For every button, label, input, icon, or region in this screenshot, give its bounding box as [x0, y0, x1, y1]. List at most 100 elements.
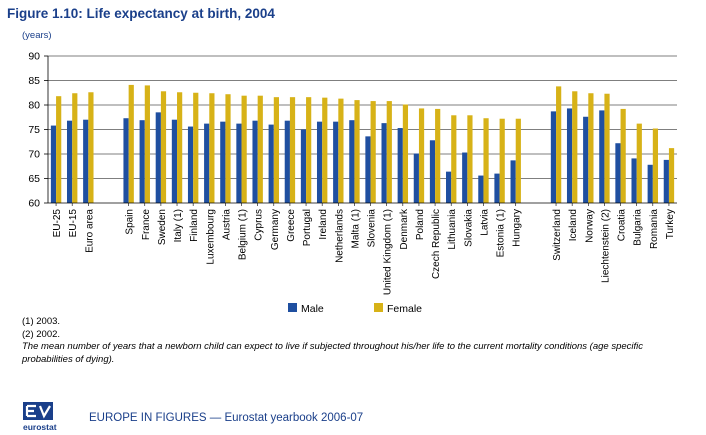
x-tick-label-9: Austria — [221, 209, 232, 241]
x-tick-label-17: Malta (1) — [350, 209, 361, 248]
footnotes: (1) 2003. (2) 2002. The mean number of y… — [22, 316, 682, 366]
bar-female-7 — [193, 92, 199, 203]
bar-male-24 — [462, 152, 468, 203]
bar-female-2 — [88, 92, 94, 203]
bar-male-6 — [171, 119, 178, 203]
bar-male-4 — [139, 120, 145, 203]
bar-female-14 — [306, 97, 312, 203]
x-tick-label-16: Netherlands — [334, 209, 345, 263]
bar-female-35 — [668, 148, 675, 203]
x-tick-label-30: Norway — [584, 209, 595, 243]
bar-female-34 — [652, 128, 659, 203]
x-tick-label-22: Czech Republic — [431, 209, 442, 279]
life-expectancy-bar-chart: 60 65 70 75 80 85 90 EU-25 EU-15 Euro area Spain F… — [28, 51, 677, 315]
footnote-2: (2) 2002. — [22, 328, 61, 340]
x-tick-label-34: Romania — [649, 209, 660, 249]
bar-male-0 — [50, 125, 57, 203]
bar-male-15 — [316, 121, 323, 203]
y-tick-label-85: 85 — [28, 75, 40, 87]
axes — [44, 55, 677, 206]
bar-male-9 — [220, 121, 226, 203]
x-tick-label-4: France — [141, 209, 152, 241]
x-tick-label-15: Ireland — [318, 209, 329, 240]
bar-male-23 — [446, 171, 452, 203]
bar-male-21 — [413, 153, 419, 203]
bar-male-5 — [155, 112, 161, 203]
y-axis-unit-label: (years) — [22, 30, 52, 41]
bar-male-28 — [550, 111, 557, 203]
bar-male-26 — [494, 173, 500, 203]
bar-female-28 — [556, 86, 562, 203]
bar-female-33 — [636, 123, 642, 203]
x-tick-label-14: Portugal — [302, 209, 313, 246]
bar-female-32 — [620, 108, 626, 203]
bar-male-2 — [83, 119, 89, 203]
y-tick-label-80: 80 — [28, 100, 40, 112]
definition-note: The mean number of years that a newborn … — [22, 341, 643, 365]
bar-female-22 — [435, 108, 441, 203]
x-tick-label-2: Euro area — [84, 209, 95, 253]
bar-female-20 — [402, 104, 409, 203]
bar-male-18 — [365, 136, 371, 203]
footnote-1: (1) 2003. — [22, 316, 61, 327]
bar-female-8 — [209, 93, 215, 203]
x-tick-label-1: EU-15 — [68, 209, 79, 238]
x-tick-label-27: Hungary — [512, 209, 523, 247]
bar-male-10 — [236, 123, 242, 203]
y-tick-label-90: 90 — [28, 51, 40, 63]
x-tick-label-13: Greece — [286, 209, 297, 242]
bar-female-12 — [273, 97, 279, 203]
gridlines — [48, 55, 677, 179]
bar-female-19 — [386, 101, 392, 203]
bar-female-4 — [144, 85, 150, 203]
bar-female-6 — [177, 92, 183, 203]
bar-male-32 — [615, 143, 621, 203]
bar-male-11 — [252, 120, 258, 203]
x-tick-label-26: Estonia (1) — [496, 209, 507, 257]
x-tick-label-7: Finland — [189, 209, 200, 242]
bar-female-1 — [72, 93, 78, 203]
bar-female-10 — [241, 95, 247, 203]
eurostat-logo: eurostat — [23, 402, 57, 432]
bar-male-16 — [333, 121, 339, 203]
x-tick-labels: EU-25 EU-15 Euro area Spain France Sweden Ital… — [52, 208, 676, 295]
bar-male-13 — [284, 120, 290, 203]
y-tick-labels: 60 65 70 75 80 85 90 — [28, 51, 40, 210]
x-tick-label-10: Belgium (1) — [238, 209, 249, 260]
x-tick-label-28: Switzerland — [552, 209, 563, 261]
bar-male-22 — [429, 140, 436, 203]
bar-male-29 — [566, 108, 573, 203]
bar-male-12 — [268, 124, 274, 203]
x-tick-label-25: Latvia — [479, 209, 490, 236]
bar-female-30 — [588, 93, 594, 203]
x-tick-label-5: Sweden — [157, 209, 168, 245]
bar-male-25 — [478, 175, 484, 203]
bar-male-14 — [300, 129, 307, 203]
x-tick-label-0: EU-25 — [52, 209, 63, 238]
bar-female-16 — [338, 98, 344, 203]
bar-female-26 — [499, 118, 505, 203]
bar-female-29 — [572, 91, 578, 203]
bar-male-8 — [204, 123, 210, 203]
x-tick-label-24: Slovakia — [463, 209, 474, 247]
footer-caption: EUROPE IN FIGURES — Eurostat yearbook 20… — [89, 412, 364, 424]
x-tick-label-21: Poland — [415, 209, 426, 240]
bar-male-27 — [510, 160, 516, 203]
bar-male-35 — [663, 159, 669, 203]
bar-female-25 — [483, 118, 489, 203]
x-tick-label-31: Liechtenstein (2) — [600, 209, 611, 283]
x-tick-label-18: Slovenia — [367, 209, 378, 248]
bar-female-31 — [604, 93, 610, 203]
bar-female-0 — [56, 96, 62, 203]
y-tick-label-65: 65 — [28, 173, 40, 185]
bar-male-7 — [187, 126, 194, 203]
bar-female-13 — [289, 97, 296, 203]
x-tick-label-8: Luxembourg — [205, 209, 216, 265]
bar-female-23 — [451, 115, 457, 203]
x-tick-label-29: Iceland — [568, 209, 579, 241]
legend: Male Female — [288, 303, 422, 315]
x-tick-label-6: Italy (1) — [173, 209, 184, 242]
bar-male-19 — [381, 123, 387, 203]
x-tick-label-23: Lithuania — [447, 209, 458, 250]
legend-label-1: Female — [387, 303, 422, 315]
